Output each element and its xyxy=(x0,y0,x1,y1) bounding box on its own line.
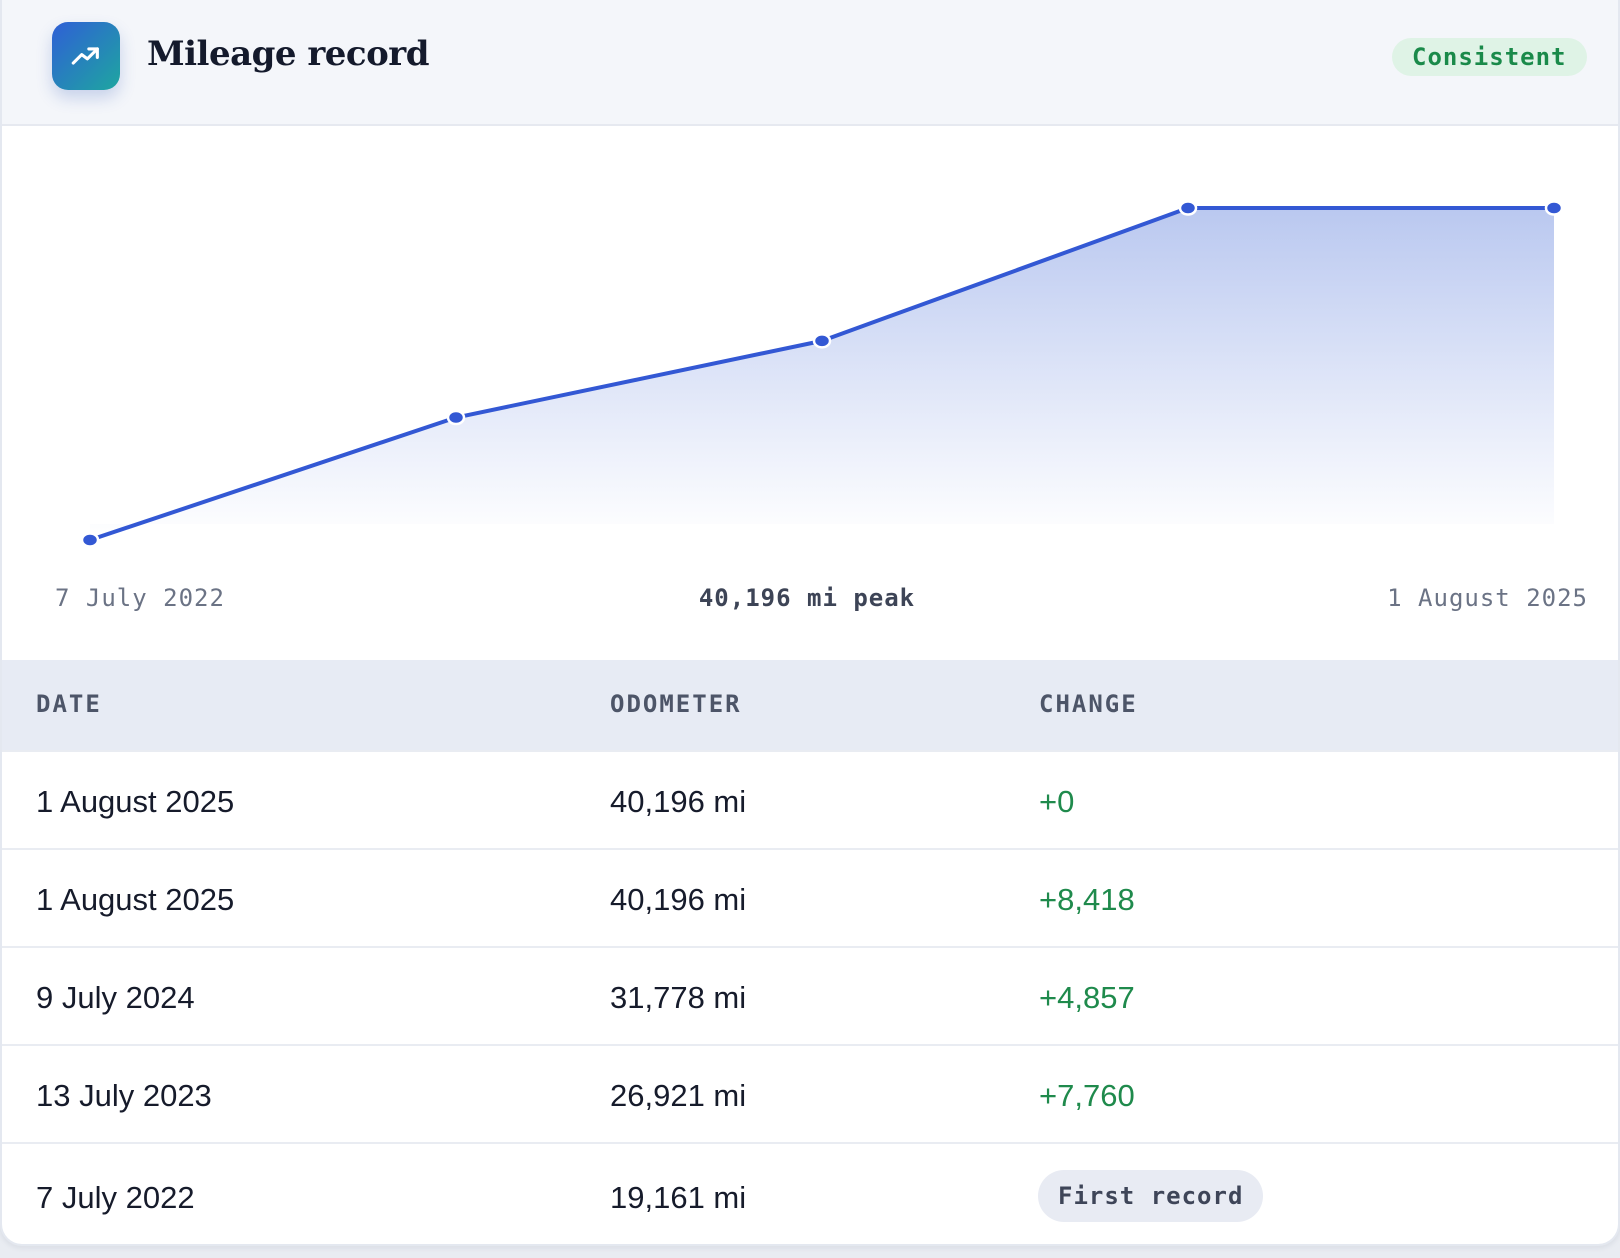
row-date: 7 July 2022 xyxy=(36,1180,195,1215)
chart-data-point[interactable] xyxy=(446,409,466,426)
chart-start-date-label: 7 July 2022 xyxy=(55,584,225,612)
table-row: 1 August 2025 40,196 mi +0 xyxy=(2,750,1618,848)
header-odometer: ODOMETER xyxy=(610,690,742,718)
first-record-badge: First record xyxy=(1038,1170,1264,1222)
chart-data-point[interactable] xyxy=(80,532,100,548)
row-odometer: 19,161 mi xyxy=(610,1180,747,1215)
row-change: +8,418 xyxy=(1039,882,1135,917)
row-change: +0 xyxy=(1039,784,1075,819)
chart-data-point[interactable] xyxy=(1544,200,1564,216)
trending-up-icon xyxy=(52,22,120,90)
chart-end-date-label: 1 August 2025 xyxy=(1387,584,1588,612)
header-date: DATE xyxy=(36,690,102,718)
chart-data-point[interactable] xyxy=(1178,200,1198,216)
mileage-chart: 7 July 2022 40,196 mi peak 1 August 2025 xyxy=(2,126,1618,660)
header-change: CHANGE xyxy=(1039,690,1138,718)
table-row: 9 July 2024 31,778 mi +4,857 xyxy=(2,946,1618,1044)
row-change: +4,857 xyxy=(1039,980,1135,1015)
table-header: DATE ODOMETER CHANGE xyxy=(2,660,1618,750)
chart-area-fill xyxy=(90,208,1554,540)
chart-peak-label: 40,196 mi peak xyxy=(698,584,916,612)
row-odometer: 40,196 mi xyxy=(610,784,747,819)
table-row: 13 July 2023 26,921 mi +7,760 xyxy=(2,1044,1618,1142)
chart-data-point[interactable] xyxy=(812,333,832,349)
row-date: 13 July 2023 xyxy=(36,1078,212,1113)
row-odometer: 26,921 mi xyxy=(610,1078,747,1113)
status-badge: Consistent xyxy=(1392,38,1587,76)
row-date: 9 July 2024 xyxy=(36,980,195,1015)
row-odometer: 31,778 mi xyxy=(610,980,747,1015)
table-row: 1 August 2025 40,196 mi +8,418 xyxy=(2,848,1618,946)
row-date: 1 August 2025 xyxy=(36,784,235,819)
mileage-area-chart xyxy=(80,200,1564,548)
row-change: +7,760 xyxy=(1039,1078,1135,1113)
card-title: Mileage record xyxy=(147,34,429,74)
table-row: 7 July 2022 19,161 mi First record xyxy=(2,1142,1618,1244)
row-odometer: 40,196 mi xyxy=(610,882,747,917)
card-header: Mileage record Consistent xyxy=(2,0,1618,126)
row-date: 1 August 2025 xyxy=(36,882,235,917)
